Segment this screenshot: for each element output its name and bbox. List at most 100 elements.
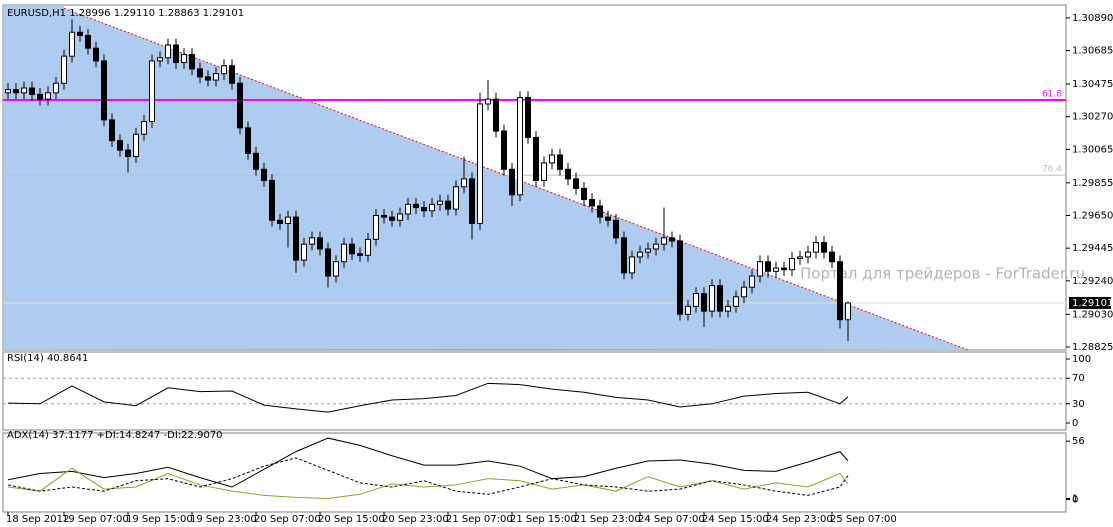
candle-body — [757, 261, 763, 277]
candle-body — [325, 248, 331, 277]
candle-body — [205, 76, 211, 81]
candle-body — [693, 293, 699, 307]
candle-body — [317, 237, 323, 250]
candle-body — [637, 251, 643, 258]
y-tick-label: 1.30270 — [1072, 112, 1113, 123]
candle-body — [413, 203, 419, 209]
candle-body — [53, 82, 59, 94]
candle-body — [789, 258, 795, 271]
candle-body — [93, 47, 99, 62]
candle-body — [29, 87, 35, 95]
candle-body — [517, 97, 523, 196]
candle-body — [149, 60, 155, 122]
candle-body — [437, 200, 443, 205]
candle-body — [269, 179, 275, 221]
candle-body — [21, 87, 27, 94]
candle-body — [381, 215, 387, 218]
candle-body — [117, 140, 123, 151]
candle-body — [829, 251, 835, 263]
candle-body — [701, 293, 707, 312]
candle-body — [805, 251, 811, 258]
indicator-title: ADX(14) 37.1177 +DI:14.8247 -DI:22.9070 — [7, 430, 223, 441]
candle-body — [677, 240, 683, 315]
candle-body — [581, 187, 587, 201]
indicator-line — [7, 457, 849, 496]
candle-body — [773, 267, 779, 272]
candle-body — [333, 261, 339, 277]
x-tick-label: 19 Sep 23:00 — [190, 514, 257, 525]
candle-body — [229, 65, 235, 84]
candle-body — [349, 243, 355, 255]
candle-body — [845, 302, 851, 321]
x-tick-label: 24 Sep 07:00 — [638, 514, 705, 525]
y-tick-label: 100 — [1072, 354, 1091, 365]
candle-body — [725, 305, 731, 312]
candle-body — [573, 178, 579, 189]
fib-level-label: 61.8 — [1042, 89, 1062, 99]
x-tick-label: 19 Sep 07:00 — [62, 514, 129, 525]
candle-body — [277, 219, 283, 224]
candle-body — [197, 68, 203, 78]
candle-body — [781, 267, 787, 271]
candle-body — [261, 168, 267, 181]
candle-body — [397, 213, 403, 221]
candle-body — [549, 154, 555, 164]
candle-body — [837, 261, 843, 321]
candle-body — [221, 65, 227, 75]
candle-body — [597, 205, 603, 218]
candle-body — [613, 219, 619, 239]
candle-body — [509, 168, 515, 196]
rsi-pane — [2, 351, 1067, 431]
candle-body — [493, 98, 499, 132]
x-tick-label: 20 Sep 07:00 — [254, 514, 321, 525]
candle-body — [141, 120, 147, 135]
candle-body — [525, 97, 531, 138]
x-tick-label: 21 Sep 23:00 — [574, 514, 641, 525]
candle-body — [61, 55, 67, 84]
trend-fill — [4, 6, 968, 350]
candle-body — [453, 186, 459, 210]
indicator-line — [7, 382, 849, 413]
candle-body — [309, 237, 315, 245]
x-tick-label: 20 Sep 23:00 — [382, 514, 449, 525]
y-tick-label: 1.30475 — [1072, 79, 1113, 90]
trendline — [63, 7, 969, 351]
candle-body — [661, 237, 667, 245]
candle-body — [669, 237, 675, 242]
candle-body — [749, 275, 755, 288]
current-price-label: 1.29101 — [1072, 298, 1113, 309]
candle-body — [685, 305, 691, 315]
x-tick-label: 21 Sep 15:00 — [510, 514, 577, 525]
candle-body — [477, 103, 483, 224]
candle-body — [653, 243, 659, 250]
y-tick-label: 1.29650 — [1072, 211, 1113, 222]
y-tick-label: 1.29030 — [1072, 309, 1113, 320]
candle-body — [629, 256, 635, 274]
y-tick-label: 1.30065 — [1072, 144, 1113, 155]
candle-body — [173, 44, 179, 64]
plot-layer: 1.30890 1.30685 1.30475 1.30270 1.30065 1.298… — [3, 6, 1113, 525]
candle-body — [821, 242, 827, 253]
candle-body — [13, 89, 19, 94]
candle-body — [133, 133, 139, 158]
candle-body — [429, 203, 435, 212]
y-tick-label: 1 — [1072, 493, 1078, 504]
y-tick-label: 1.28825 — [1072, 342, 1113, 353]
candle-body — [445, 200, 451, 210]
candle-body — [813, 242, 819, 253]
candle-body — [645, 248, 651, 253]
y-tick-label: 1.29240 — [1072, 276, 1113, 287]
candle-body — [741, 286, 747, 298]
watermark: Портал для трейдеров - ForTrader.ru — [800, 265, 1085, 283]
candle-body — [165, 44, 171, 59]
indicator-title: RSI(14) 40.8641 — [7, 353, 88, 364]
y-tick-label: 70 — [1072, 373, 1085, 384]
y-tick-label: 1.29445 — [1072, 243, 1113, 254]
candle-body — [485, 98, 491, 105]
candle-body — [733, 296, 739, 307]
adx-pane — [2, 432, 1067, 513]
x-tick-label: 19 Sep 15:00 — [126, 514, 193, 525]
candle-body — [77, 31, 83, 36]
x-tick-label: 20 Sep 15:00 — [318, 514, 385, 525]
candle-body — [253, 152, 259, 170]
